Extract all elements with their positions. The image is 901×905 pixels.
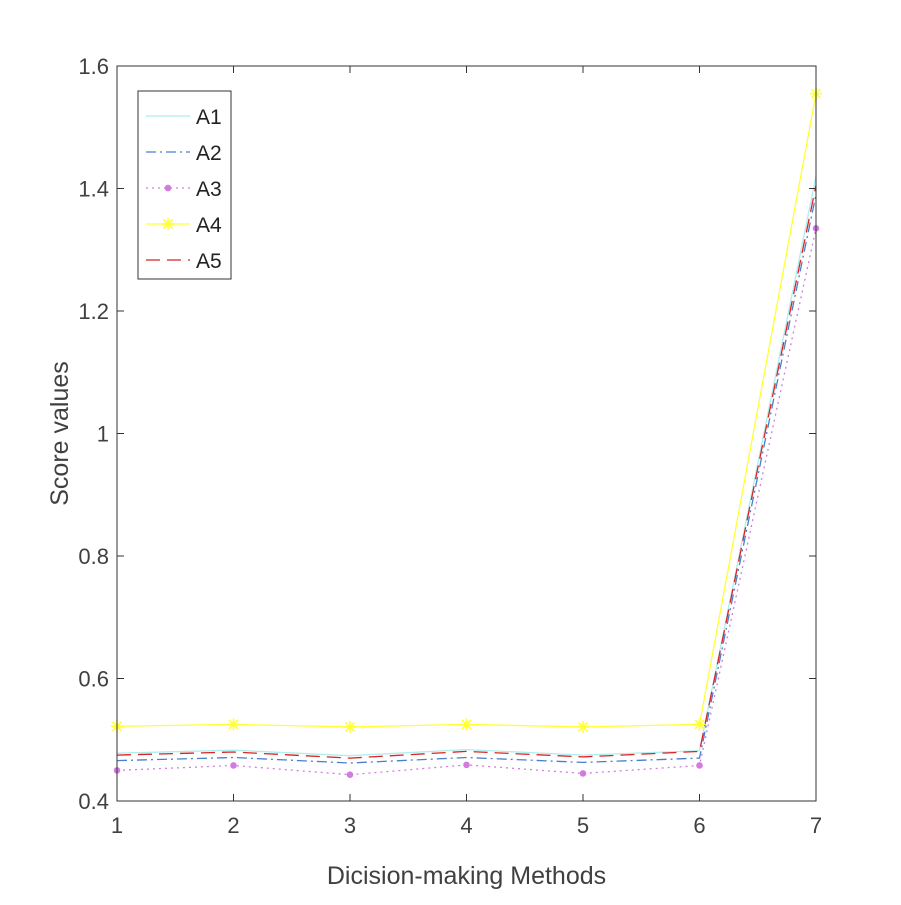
y-tick-label: 0.8 (78, 544, 109, 569)
legend-label: A1 (196, 106, 222, 129)
x-tick-label: 7 (810, 813, 822, 838)
series-a3-point (463, 761, 470, 769)
legend-item-a2: A2 (146, 142, 222, 165)
legend-label: A5 (196, 250, 222, 273)
series-a3-point (579, 770, 587, 777)
legend-label: A2 (196, 142, 222, 165)
legend-a3-point (164, 184, 172, 192)
series-a3-point (230, 762, 237, 769)
legend-item-a5: A5 (146, 250, 222, 273)
series-line-a1 (116, 176, 817, 757)
x-tick-label: 1 (111, 813, 123, 838)
series-a4-point (460, 718, 473, 731)
legend-label: A3 (196, 178, 222, 201)
legend-item-a3: A3 (146, 178, 222, 201)
x-tick-label: 5 (577, 813, 589, 838)
x-axis-label: Dicision-making Methods (327, 862, 606, 890)
series-a4-point (693, 718, 706, 731)
series-a4-point (344, 720, 356, 733)
x-tick-label: 3 (344, 813, 356, 838)
y-tick-label: 1.6 (78, 54, 109, 79)
series-line-a2 (116, 194, 817, 764)
x-tick-label: 4 (460, 813, 472, 838)
legend-item-a1: A1 (146, 106, 222, 129)
y-tick-label: 1.2 (78, 299, 109, 324)
x-tick-label: 2 (227, 813, 239, 838)
y-tick-label: 0.4 (78, 789, 109, 814)
legend-a4-point (162, 218, 174, 230)
x-tick-label: 6 (693, 813, 705, 838)
legend-box (137, 90, 232, 280)
series-a4-point (577, 720, 589, 733)
series-a4-point (227, 718, 240, 731)
y-axis-label: Score values (46, 361, 74, 506)
legend: A1 A2 A3 A4 A5 (137, 90, 232, 280)
series-a3-point (346, 771, 354, 778)
legend-label: A4 (196, 214, 222, 237)
series-line-a5 (116, 185, 817, 759)
legend-item-a4: A4 (146, 214, 222, 237)
series-a3-point (696, 762, 703, 769)
y-tick-label: 1.4 (78, 177, 109, 202)
y-tick-label: 0.6 (78, 667, 109, 692)
y-tick-label: 1 (97, 422, 109, 447)
axis-ticks: 1 2 3 4 5 6 7 0.4 0.6 0.8 1 1.2 1.4 1.6 (78, 54, 822, 838)
